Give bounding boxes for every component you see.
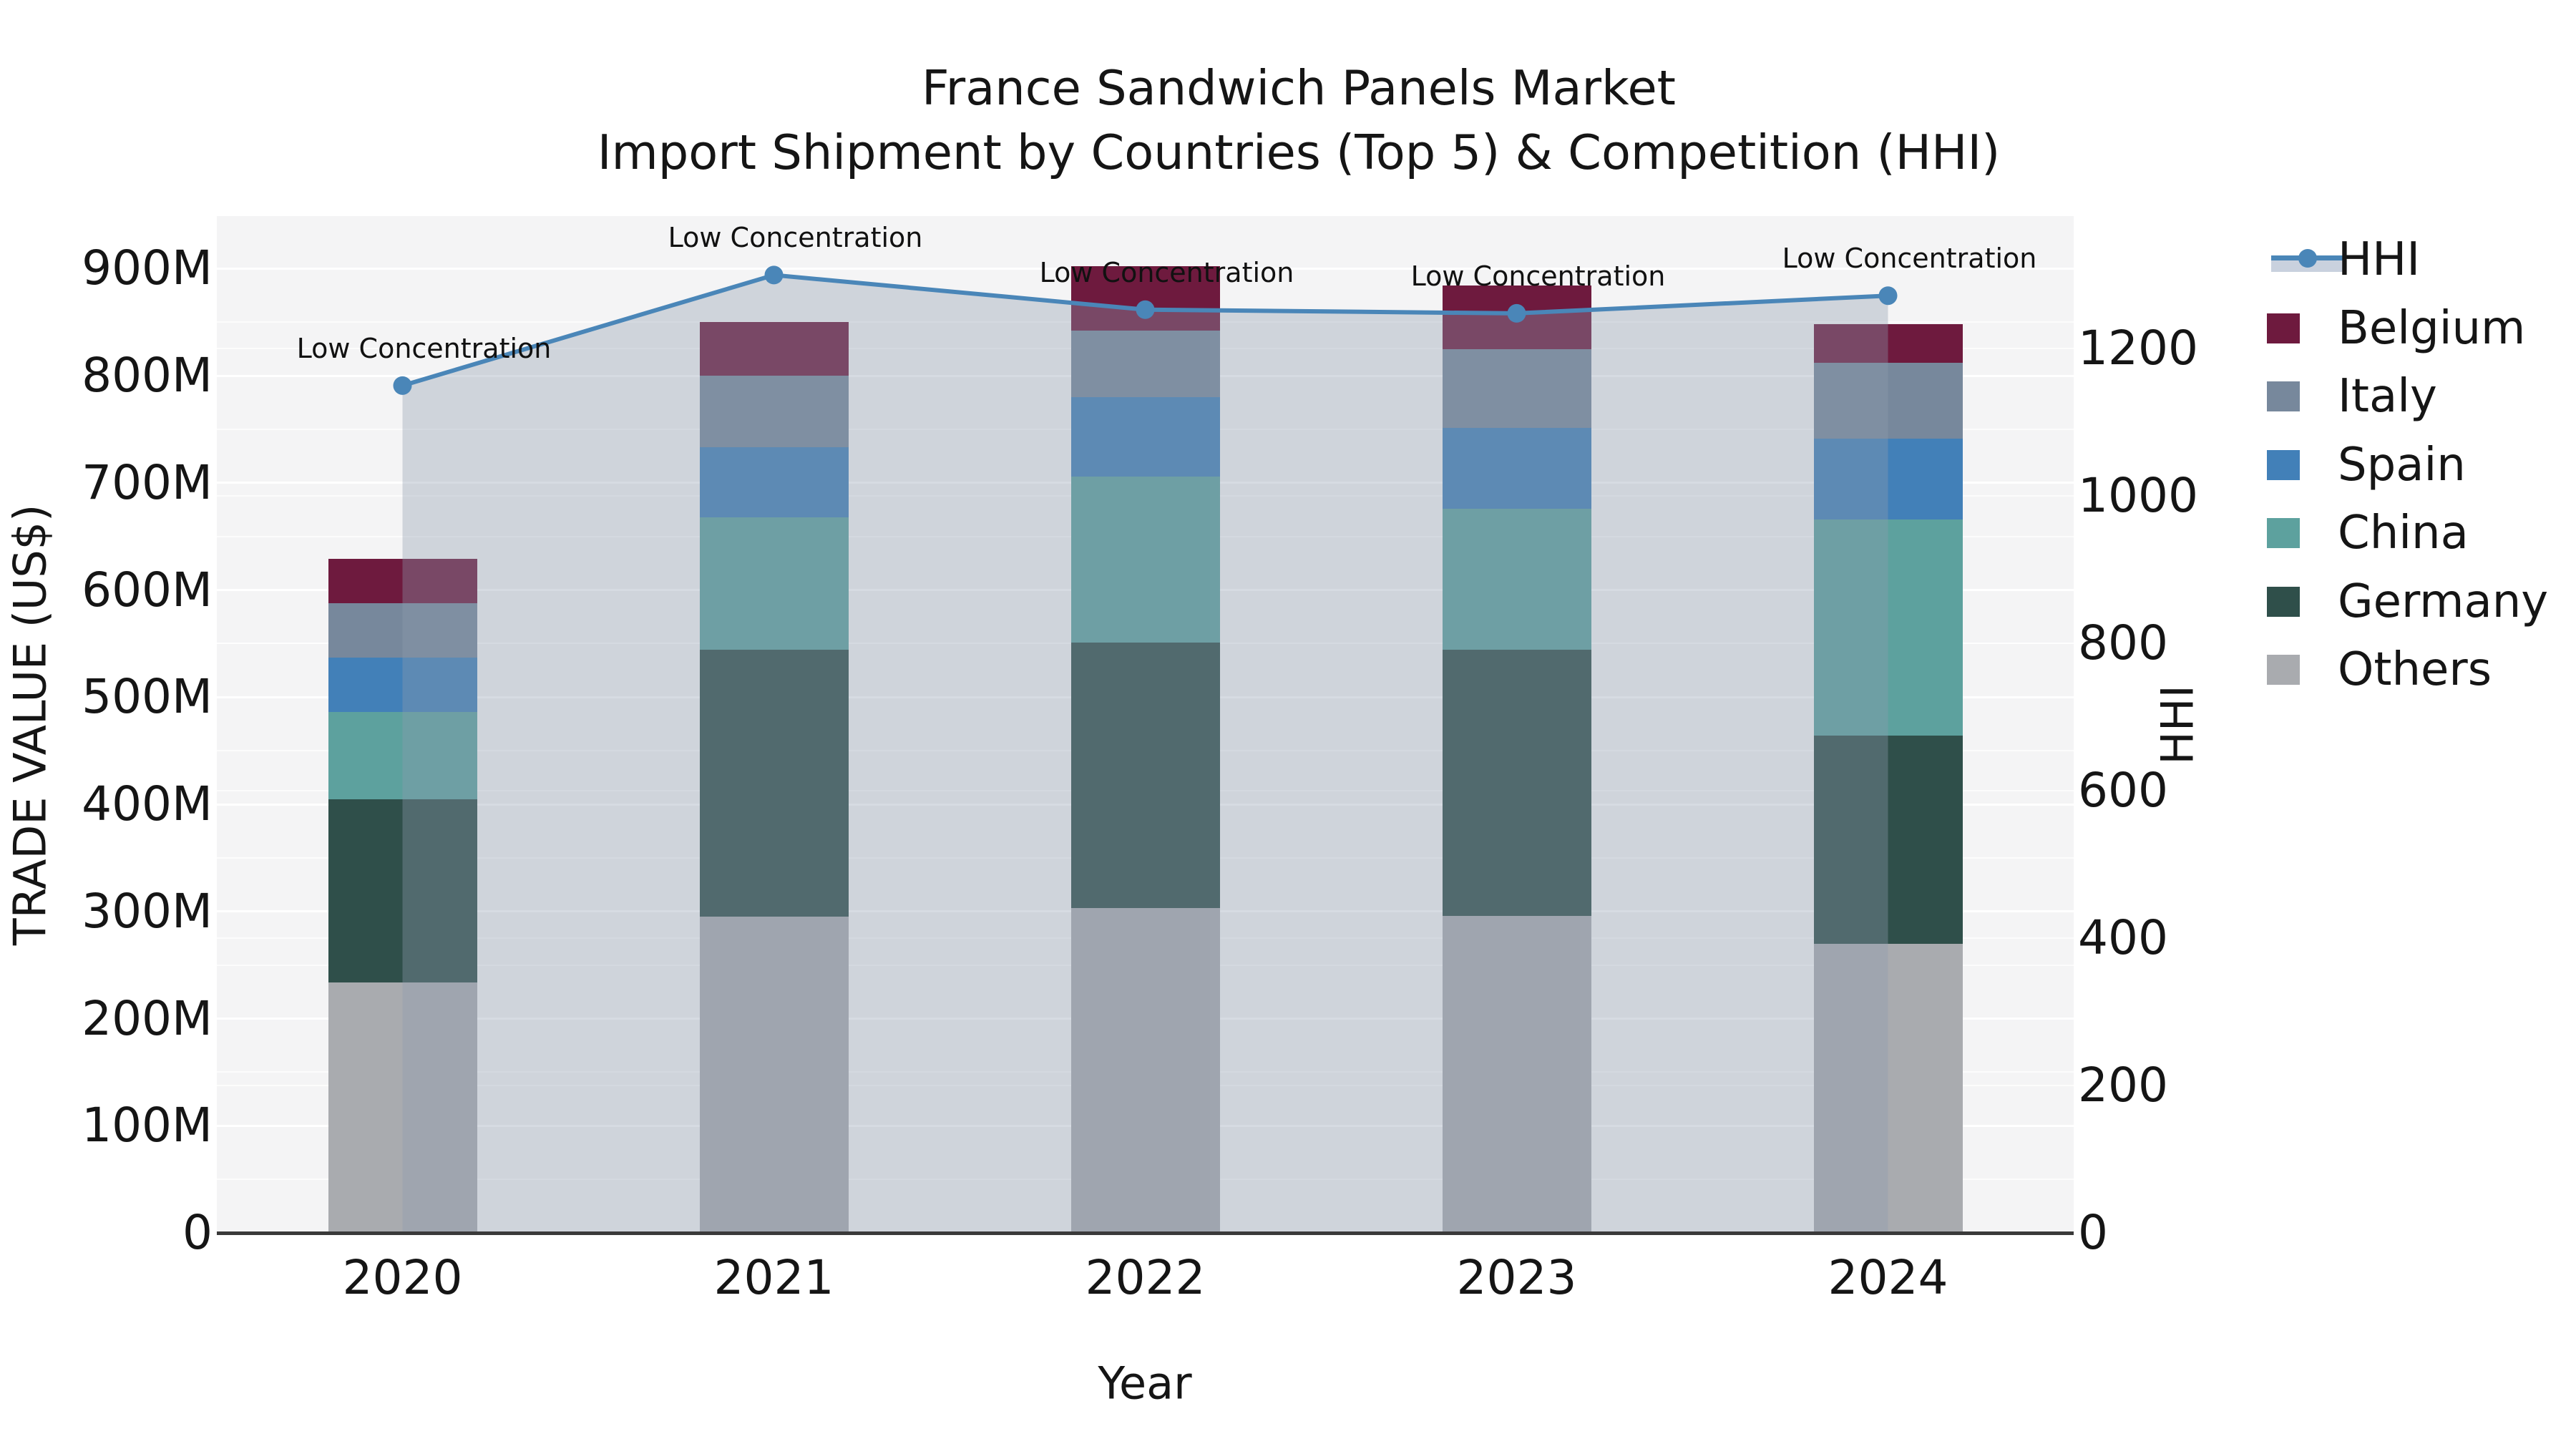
bar-segment-italy-2020	[328, 602, 477, 658]
legend-item-italy: Italy	[2267, 371, 2576, 422]
bar-segment-others-2024	[1813, 943, 1963, 1233]
legend-label-spain: Spain	[2338, 438, 2466, 492]
right-tick-1200: 1200	[2078, 321, 2198, 376]
legend-item-spain: Spain	[2267, 439, 2576, 491]
hhi-marker-2024	[1878, 286, 1898, 306]
legend-hhi-marker-icon	[2298, 249, 2317, 268]
bar-segment-others-2020	[328, 982, 477, 1233]
right-tick-400: 400	[2078, 910, 2168, 966]
bar-segment-spain-2022	[1070, 397, 1220, 477]
bar-segment-china-2022	[1070, 476, 1220, 643]
bar-segment-china-2021	[699, 517, 849, 650]
right-tick-200: 200	[2078, 1058, 2168, 1113]
x-tick-2021: 2021	[713, 1250, 834, 1305]
bar-segment-belgium-2022	[1070, 266, 1220, 331]
chart-title-line1: France Sandwich Panels Market	[922, 60, 1676, 116]
annotation-2024: Low Concentration	[1782, 243, 2037, 275]
legend-swatch-others	[2267, 655, 2300, 685]
annotation-2020: Low Concentration	[296, 332, 552, 364]
legend-label-hhi: HHI	[2338, 233, 2421, 286]
bar-segment-italy-2022	[1070, 331, 1220, 398]
legend-swatch-germany	[2267, 586, 2300, 617]
right-tick-600: 600	[2078, 763, 2168, 819]
legend-item-others: Others	[2267, 644, 2576, 696]
legend-swatch-spain	[2267, 449, 2300, 480]
left-tick-700M: 700M	[82, 454, 213, 510]
bar-segment-germany-2024	[1813, 736, 1963, 944]
left-tick-200M: 200M	[82, 990, 213, 1046]
legend-swatch-belgium	[2267, 313, 2300, 343]
bar-segment-germany-2022	[1070, 642, 1220, 909]
left-tick-500M: 500M	[82, 669, 213, 725]
x-tick-2023: 2023	[1456, 1250, 1577, 1305]
legend-item-belgium: Belgium	[2267, 303, 2576, 354]
legend-item-china: China	[2267, 507, 2576, 559]
x-axis-title: Year	[1098, 1357, 1192, 1410]
left-tick-0: 0	[182, 1205, 213, 1260]
left-tick-900M: 900M	[82, 240, 213, 296]
bar-segment-others-2022	[1070, 908, 1220, 1233]
left-tick-100M: 100M	[82, 1098, 213, 1153]
hhi-marker-2020	[393, 376, 412, 395]
bar-segment-spain-2021	[699, 447, 849, 517]
bar-segment-belgium-2020	[328, 559, 477, 603]
bar-segment-germany-2021	[699, 650, 849, 917]
bar-segment-china-2023	[1442, 508, 1591, 650]
left-tick-600M: 600M	[82, 562, 213, 618]
legend-item-hhi: HHI	[2267, 234, 2576, 286]
left-tick-800M: 800M	[82, 348, 213, 404]
annotation-2023: Low Concentration	[1410, 260, 1666, 292]
x-tick-2020: 2020	[342, 1250, 463, 1305]
hhi-marker-2021	[764, 265, 784, 285]
hhi-marker-2023	[1507, 303, 1526, 323]
plot-area	[217, 216, 2074, 1233]
annotation-2022: Low Concentration	[1039, 256, 1294, 288]
right-tick-0: 0	[2078, 1205, 2108, 1260]
hhi-line-layer	[393, 265, 1898, 1233]
right-tick-800: 800	[2078, 615, 2168, 671]
hhi-marker-2022	[1136, 300, 1155, 319]
legend-label-germany: Germany	[2338, 575, 2549, 628]
legend-label-belgium: Belgium	[2338, 301, 2526, 355]
left-tick-400M: 400M	[82, 776, 213, 832]
annotation-2021: Low Concentration	[668, 222, 923, 254]
right-axis-title: HHI	[2151, 685, 2204, 765]
bar-segment-italy-2021	[699, 376, 849, 448]
bar-segment-belgium-2021	[699, 322, 849, 376]
chart-title-line2: Import Shipment by Countries (Top 5) & C…	[597, 125, 2001, 180]
legend-swatch-italy	[2267, 381, 2300, 411]
chart-title: France Sandwich Panels Market Import Shi…	[440, 56, 2157, 185]
bar-segment-spain-2023	[1442, 428, 1591, 509]
bar-segment-belgium-2024	[1813, 324, 1963, 364]
bar-segment-others-2023	[1442, 915, 1591, 1233]
bar-segment-china-2020	[328, 712, 477, 799]
x-tick-2022: 2022	[1085, 1250, 1206, 1305]
bar-segment-others-2021	[699, 917, 849, 1233]
right-tick-1000: 1000	[2078, 468, 2198, 524]
left-tick-300M: 300M	[82, 883, 213, 939]
bar-segment-italy-2024	[1813, 363, 1963, 439]
bar-segment-germany-2020	[328, 799, 477, 982]
bar-segment-germany-2023	[1442, 650, 1591, 916]
bar-segment-china-2024	[1813, 519, 1963, 736]
x-tick-2024: 2024	[1828, 1250, 1948, 1305]
legend-swatch-china	[2267, 518, 2300, 548]
legend-label-others: Others	[2338, 643, 2492, 696]
legend-label-china: China	[2338, 507, 2469, 560]
legend-item-germany: Germany	[2267, 576, 2576, 628]
hhi-area-fill	[402, 275, 1888, 1233]
x-axis-spine	[217, 1231, 2074, 1235]
bar-segment-spain-2020	[328, 657, 477, 713]
bar-segment-italy-2023	[1442, 348, 1591, 429]
legend-label-italy: Italy	[2338, 370, 2437, 423]
bar-segment-spain-2024	[1813, 439, 1963, 519]
